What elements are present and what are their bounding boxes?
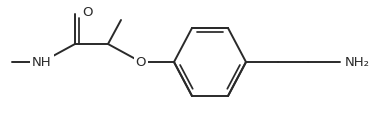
Text: NH₂: NH₂: [345, 55, 370, 69]
Text: O: O: [82, 6, 93, 18]
Text: NH: NH: [32, 55, 52, 69]
Text: O: O: [136, 55, 146, 69]
